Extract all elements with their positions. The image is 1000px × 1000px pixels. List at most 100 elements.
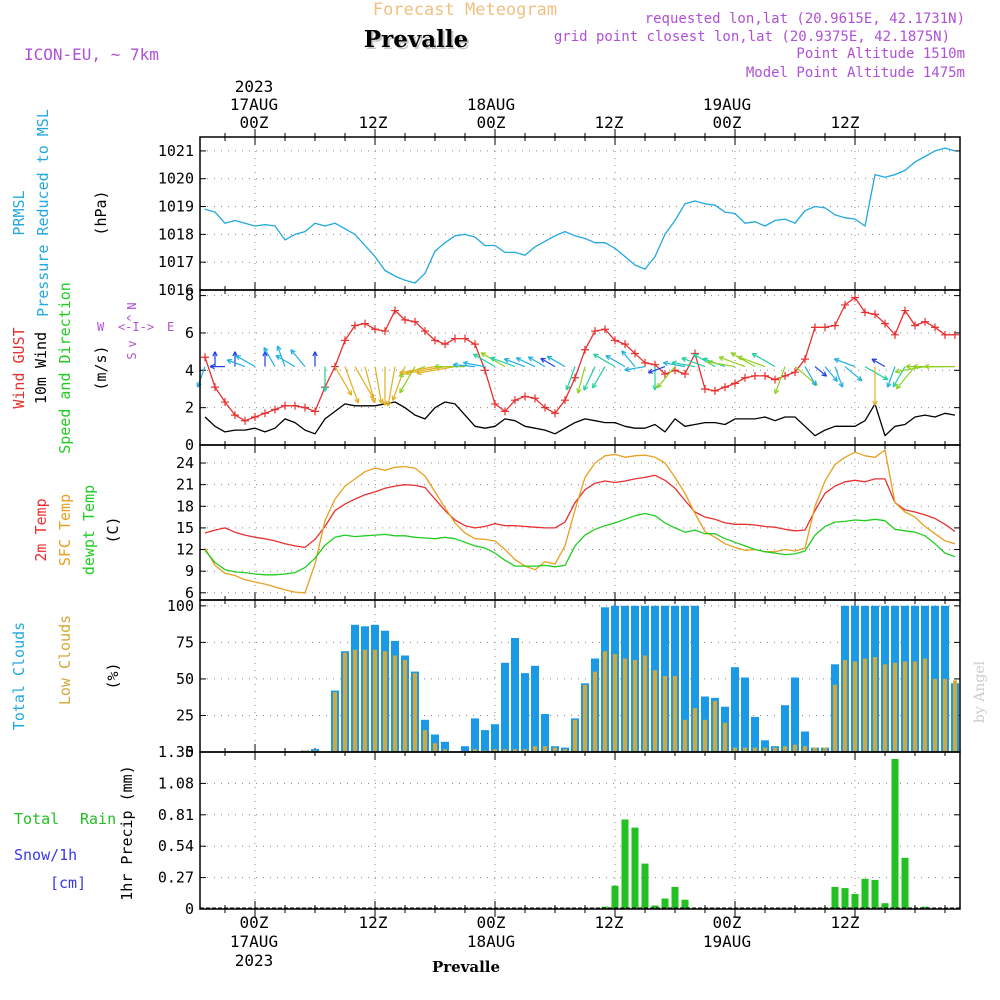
bottom-tick-label-date: 18AUG <box>467 932 515 951</box>
wind-gust-point <box>741 373 749 382</box>
wind-arrow-head <box>565 384 571 391</box>
pressure-point <box>224 222 226 224</box>
pressure-point <box>804 210 806 212</box>
pressure-point <box>944 147 946 149</box>
wind-arrow-head <box>275 355 281 361</box>
low-clouds-bar <box>733 747 737 752</box>
pressure-point <box>524 254 526 256</box>
wind-gust-point <box>351 321 359 330</box>
wind-arrow-head <box>905 363 911 370</box>
wind-gust-point <box>211 383 219 392</box>
low-clouds-bar <box>383 651 387 752</box>
wind-gust-point <box>791 368 799 377</box>
wind-arrow <box>577 366 586 394</box>
wind-arrow-head <box>895 383 902 390</box>
wind-arrow-head <box>515 357 522 363</box>
wind-10m-line <box>204 401 956 437</box>
pressure-point <box>344 228 346 230</box>
y-tick-label: 1.35 <box>158 743 194 761</box>
pressure-point <box>894 174 896 176</box>
bottom-tick-label-hour: 12Z <box>595 913 624 932</box>
wind-gust-point <box>781 371 789 380</box>
pressure-point <box>414 282 416 284</box>
low-clouds-bar <box>873 657 877 752</box>
wind-gust-point <box>591 327 599 336</box>
pressure-point <box>774 219 776 222</box>
watermark: by Angel <box>972 660 988 723</box>
clouds-unit: (%) <box>104 662 122 689</box>
y-tick-label: 0.81 <box>158 806 194 824</box>
wind-arrow-head <box>912 363 918 370</box>
low-clouds-bar <box>563 749 567 752</box>
wind-gust-point <box>471 340 479 349</box>
pressure-point <box>784 218 786 220</box>
station-title: Prevalle <box>364 26 468 53</box>
wind-10m-label: 10m Wind <box>32 332 50 404</box>
precip-rain-bar <box>651 905 659 909</box>
low-clouds-bar <box>553 747 557 752</box>
wind-arrow <box>895 366 916 390</box>
wind-dir-label: Speed and Direction <box>56 282 74 454</box>
wind-arrow-head <box>434 363 440 370</box>
total-clouds-bar <box>681 605 689 752</box>
low-clouds-bar <box>643 655 647 752</box>
pressure-point <box>234 219 236 222</box>
wind-arrow <box>546 355 566 368</box>
wind-gust-point <box>631 349 639 358</box>
wind-arrow-head <box>386 401 392 407</box>
wind-arrow <box>864 366 888 381</box>
compass-north-arrow: ^ <box>125 314 139 321</box>
pressure-point <box>484 244 486 247</box>
wind-arrow-head <box>592 383 598 389</box>
low-clouds-bar <box>783 746 787 752</box>
precip-total-label: Total <box>14 810 59 828</box>
wind-arrow <box>621 350 636 367</box>
point-altitude: Point Altitude 1510m <box>796 46 965 62</box>
low-clouds-bar <box>333 692 337 752</box>
precip-snow-label: Snow/1h <box>14 846 77 864</box>
y-tick-label: 24 <box>176 454 194 472</box>
wind-arrow <box>737 356 766 368</box>
low-clouds-bar <box>603 651 607 752</box>
pressure-point <box>664 233 666 235</box>
y-tick-label: 12 <box>176 541 194 559</box>
low-clouds-bar <box>443 749 447 752</box>
wind-gust-point <box>501 407 509 416</box>
pressure-point <box>754 221 756 223</box>
top-tick-label-date: 18AUG <box>467 95 515 114</box>
pressure-point <box>924 155 926 158</box>
pressure-point <box>594 242 596 244</box>
wind-gust-point <box>411 317 419 326</box>
precip-cm-label: [cm] <box>50 874 86 892</box>
wind-arrow <box>226 359 246 368</box>
pressure-point <box>614 247 616 249</box>
wind-gust-point <box>641 358 649 367</box>
wind-gust-point <box>261 409 269 418</box>
pressure-point <box>324 225 326 227</box>
panel-frames-layer <box>199 136 961 910</box>
wind-arrow-head <box>737 355 743 361</box>
total-clouds-bar <box>691 605 699 752</box>
wind-arrow-head <box>209 363 215 370</box>
wind-gust-point <box>841 300 849 309</box>
wind-arrow <box>374 366 383 404</box>
wind-arrow <box>774 366 786 395</box>
wind-gust-point <box>681 370 689 379</box>
wind-gust-point <box>431 336 439 345</box>
wind-gust-point <box>301 403 309 412</box>
low-clouds-bar <box>473 749 477 752</box>
wind-arrow <box>453 364 476 368</box>
top-tick-label-date: 17AUG <box>230 95 278 114</box>
wind-arrow <box>490 357 516 368</box>
wind-arrow <box>276 345 286 367</box>
low-clouds-bar <box>933 678 937 752</box>
pressure-point <box>874 174 876 176</box>
wind-arrow <box>290 349 306 367</box>
precip-panel-labels: Total Rain Snow/1h [cm] 1hr Precip (mm) <box>14 765 136 900</box>
pressure-point <box>444 242 446 244</box>
wind-gust-point <box>381 327 389 336</box>
compass-horizontal-arrow: <-I-> <box>118 320 154 334</box>
wind-gust-point <box>721 383 729 392</box>
wind-arrow-head <box>821 371 828 377</box>
